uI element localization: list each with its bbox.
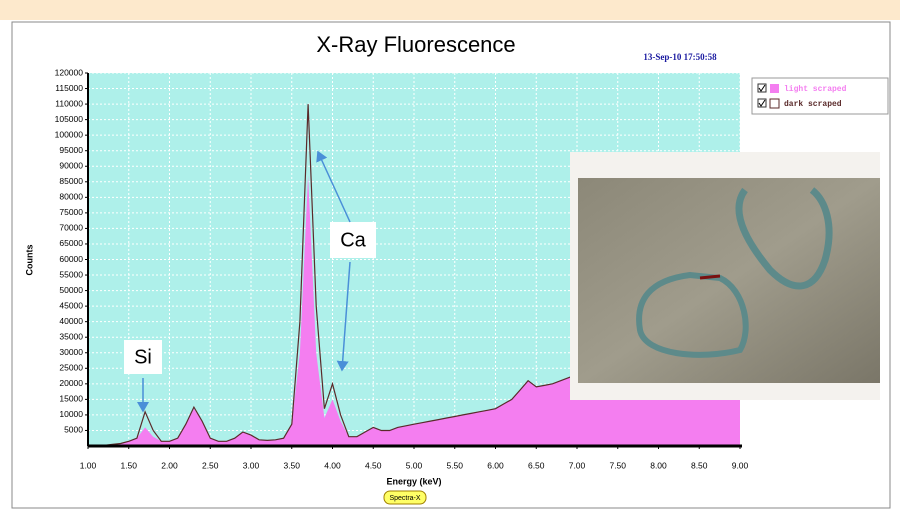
arrow [316, 150, 351, 223]
y-tick-label: 95000 [59, 145, 83, 155]
y-tick-label: 100000 [55, 129, 84, 139]
y-tick-label: 70000 [59, 223, 83, 233]
x-tick-label: 6.50 [528, 460, 545, 470]
x-tick-label: 7.50 [609, 460, 626, 470]
y-tick-label: 110000 [55, 98, 83, 108]
check [758, 84, 766, 92]
y-tick-label: 90000 [59, 161, 83, 171]
y-axis-label: Counts [24, 245, 34, 276]
y-tick-label: 20000 [59, 378, 83, 388]
y-tick-label: 15000 [59, 394, 83, 404]
photo-mark [699, 274, 721, 280]
x-tick-label: 7.00 [569, 460, 586, 470]
y-tick-label: 45000 [59, 300, 83, 310]
x-tick-label: 2.50 [202, 460, 219, 470]
x-tick-label: 5.00 [406, 460, 423, 470]
top-band [0, 0, 900, 20]
photo-loop [735, 187, 833, 290]
x-axis-label: Energy (keV) [386, 476, 441, 486]
y-tick-label: 120000 [55, 67, 84, 77]
y-tick-label: 25000 [59, 363, 83, 373]
x-tick-label: 4.00 [324, 460, 341, 470]
x-tick-label: 1.00 [80, 460, 97, 470]
x-tick-label: 5.50 [446, 460, 463, 470]
badge-box [383, 490, 427, 505]
check [758, 99, 766, 107]
y-tick-label: 60000 [59, 254, 83, 264]
x-tick-label: 8.50 [691, 460, 708, 470]
y-tick-label: 65000 [59, 238, 83, 248]
legend-swatch [769, 98, 780, 109]
y-tick-label: 5000 [64, 425, 83, 435]
y-tick-label: 85000 [59, 176, 83, 186]
y-tick-label: 10000 [59, 409, 83, 419]
x-tick-label: 3.50 [283, 460, 300, 470]
x-tick-label: 4.50 [365, 460, 382, 470]
x-tick-label: 2.00 [161, 460, 178, 470]
x-tick-label: 9.00 [732, 460, 749, 470]
y-tick-label: 55000 [59, 269, 83, 279]
photo-loop [636, 271, 749, 358]
y-tick-label: 40000 [59, 316, 83, 326]
legend: light scraped dark scraped [751, 77, 889, 115]
y-tick-label: 75000 [59, 207, 83, 217]
legend-label: dark scraped [784, 100, 842, 109]
annotation: Ca [340, 229, 366, 251]
y-tick-label: 115000 [55, 83, 83, 93]
photo [570, 152, 880, 400]
legend-label: light scraped [784, 85, 847, 94]
x-tick-label: 8.00 [650, 460, 667, 470]
y-tick-label: 105000 [55, 114, 84, 124]
chart-title: X-Ray Fluorescence [316, 32, 515, 57]
annotation-box [124, 340, 162, 374]
title-box [290, 28, 542, 62]
checkbox[interactable] [757, 83, 767, 93]
annotation: Si [134, 346, 152, 368]
checkbox[interactable] [757, 98, 767, 108]
x-tick-label: 6.00 [487, 460, 504, 470]
badge: Spectra-X [389, 495, 420, 502]
y-tick-label: 80000 [59, 192, 83, 202]
x-tick-label: 1.50 [120, 460, 137, 470]
legend-swatch [770, 84, 779, 93]
y-tick-label: 35000 [59, 331, 83, 341]
y-tick-label: 50000 [59, 285, 83, 295]
annotation-box [330, 222, 376, 258]
y-tick-label: 30000 [59, 347, 83, 357]
timestamp: 13-Sep-10 17:50:58 [643, 52, 717, 62]
x-tick-label: 3.00 [243, 460, 260, 470]
arrow [336, 261, 351, 372]
